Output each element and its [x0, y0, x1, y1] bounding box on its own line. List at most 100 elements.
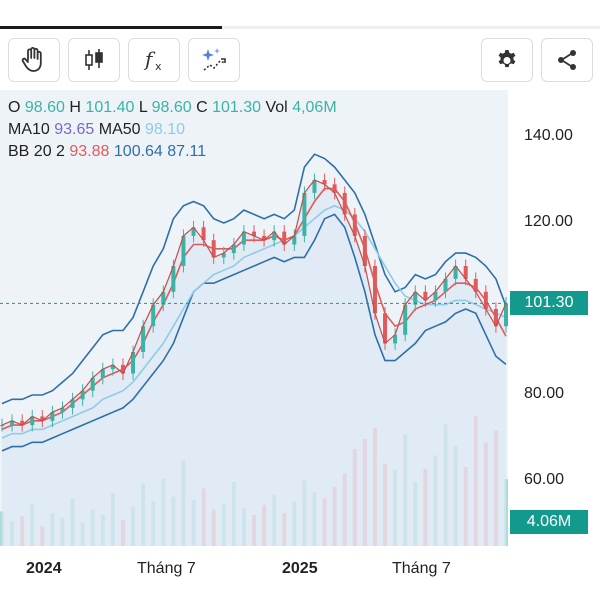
candle-body	[413, 291, 418, 305]
y-tick-label: 120.00	[524, 213, 573, 230]
candle-body	[473, 278, 478, 292]
candle-body	[352, 214, 357, 236]
bb-upper-value: 100.64	[113, 143, 163, 160]
candle-body	[332, 184, 337, 193]
candle-body	[90, 377, 95, 391]
candle-body	[372, 266, 377, 314]
ai-analysis-button[interactable]	[188, 38, 240, 82]
candle-body	[252, 231, 256, 236]
open-label: O	[8, 99, 21, 116]
price-chart[interactable]	[0, 90, 600, 546]
bollinger-upper-line	[1, 153, 507, 405]
y-tick-label: 80.00	[524, 385, 565, 402]
candle-body	[483, 291, 488, 309]
candle-body	[302, 192, 307, 236]
candle-body	[191, 227, 196, 236]
last-volume-tag: 4.06M	[510, 510, 588, 534]
indicators-button[interactable]: f x	[128, 38, 180, 82]
ma10-label: MA10	[8, 121, 50, 138]
candle-body	[100, 369, 105, 378]
candle-body	[453, 266, 458, 279]
candle-body	[342, 192, 347, 215]
high-label: H	[69, 99, 81, 116]
candle-body	[463, 266, 468, 279]
candle-body	[292, 235, 297, 245]
ma-row: MA10 93.65 MA50 98.10	[8, 119, 337, 141]
candle-body	[30, 416, 35, 426]
candle-body	[171, 266, 176, 292]
candle-body	[231, 244, 236, 254]
candlestick-icon	[85, 49, 103, 70]
y-tick-label: 60.00	[524, 471, 565, 488]
open-value: 98.60	[24, 99, 65, 116]
candle-body	[241, 231, 246, 245]
candle-body	[272, 231, 277, 241]
low-label: L	[138, 99, 148, 116]
y-tick-label: 140.00	[524, 127, 573, 144]
candle-body	[423, 291, 428, 301]
candle-body	[211, 240, 216, 258]
share-button[interactable]	[541, 38, 593, 82]
hand-icon	[21, 47, 42, 72]
volume-label: Vol	[265, 99, 288, 116]
close-label: C	[196, 99, 208, 116]
chart-type-button[interactable]	[68, 38, 120, 82]
candle-body	[0, 425, 4, 427]
candle-body	[120, 364, 125, 374]
candle-body	[151, 304, 156, 327]
ohlc-legend: O 98.60 H 101.40 L 98.60 C 101.30 Vol 4,…	[8, 97, 337, 163]
candle-body	[403, 304, 408, 335]
settings-button[interactable]	[481, 38, 533, 82]
candle-body	[312, 180, 317, 193]
candle-body	[493, 309, 498, 327]
candle-body	[504, 303, 508, 327]
candle-body	[161, 291, 166, 305]
candle-body	[282, 231, 287, 245]
candle-body	[383, 313, 388, 344]
candle-body	[131, 352, 136, 374]
candle-body	[40, 416, 45, 421]
gear-icon	[498, 50, 516, 68]
x-tick-label: 2025	[282, 560, 318, 577]
candle-body	[80, 390, 85, 400]
svg-text:x: x	[155, 60, 162, 73]
progress-fill	[0, 26, 222, 29]
price-area	[2, 180, 506, 546]
last-price-tag: 101.30	[510, 291, 588, 315]
ma50-label: MA50	[98, 121, 141, 138]
candle-body	[443, 278, 448, 292]
candle-body	[70, 399, 75, 408]
x-tick-label: Tháng 7	[137, 560, 196, 577]
candle-body	[50, 412, 55, 421]
candle-body	[10, 420, 15, 426]
bb-row: BB 20 2 93.88 100.64 87.11	[8, 141, 337, 163]
progress-track	[0, 26, 600, 29]
candle-body	[362, 235, 367, 266]
bb-lower-value: 87.11	[167, 143, 207, 160]
ma50-value: 98.10	[145, 121, 186, 138]
bb-mid-value: 93.88	[69, 143, 110, 160]
share-icon	[558, 50, 576, 70]
candle-body	[20, 420, 25, 426]
bollinger-lower-line	[1, 213, 507, 452]
x-tick-label: Tháng 7	[392, 560, 451, 577]
candle-body	[201, 227, 206, 241]
candle-body	[433, 291, 438, 301]
ai-sparkle-icon	[202, 48, 226, 71]
ma10-value: 93.65	[54, 121, 95, 138]
candle-body	[141, 326, 146, 352]
loading-progress-bar	[0, 0, 600, 32]
candle-body	[110, 364, 115, 370]
function-icon: f x	[143, 47, 162, 73]
close-value: 101.30	[212, 99, 262, 116]
chart-toolbar: f x	[0, 36, 600, 84]
candle-body	[60, 407, 65, 413]
ohlc-row: O 98.60 H 101.40 L 98.60 C 101.30 Vol 4,…	[8, 97, 337, 119]
candle-body	[262, 235, 267, 241]
drag-mode-button[interactable]	[8, 38, 60, 82]
candle-body	[181, 235, 186, 266]
bb-label: BB 20 2	[8, 143, 65, 160]
candle-body	[393, 334, 398, 344]
candle-body	[221, 253, 226, 258]
close-line	[1, 179, 507, 426]
